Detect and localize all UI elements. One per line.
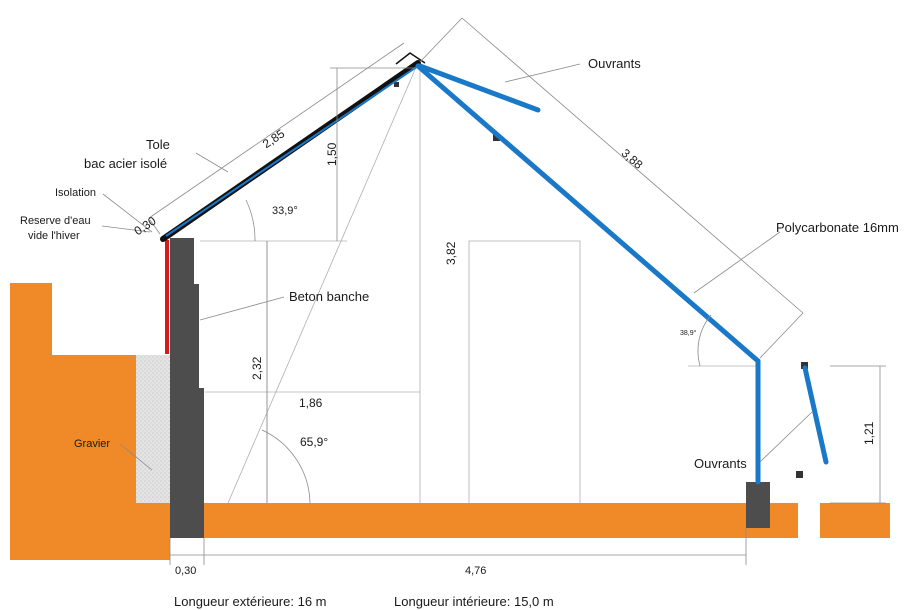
earth-block-left: [10, 355, 136, 505]
earth-block-top: [10, 283, 52, 358]
leader-ouvrants-top: [504, 63, 581, 83]
label-ouvrants-bottom: Ouvrants: [694, 456, 747, 471]
angle-left-roof: 33,9°: [272, 205, 298, 217]
floor-slab: [203, 503, 798, 538]
dim-tick-c: [759, 312, 804, 359]
ground: [10, 283, 890, 560]
label-ouvrants-top: Ouvrants: [588, 56, 641, 71]
concrete-post-right: [746, 482, 770, 528]
leader-ouvrants-bottom: [759, 411, 813, 463]
dim-tick-a: [149, 219, 161, 235]
polycarbonate-frame: [415, 63, 829, 485]
small-block-1: [493, 134, 500, 141]
small-block-3: [796, 471, 803, 478]
interior-outlines: [200, 64, 757, 504]
label-gravier: Gravier: [74, 438, 110, 450]
floor-slab-right: [820, 503, 890, 538]
footer-interior-length: Longueur intérieure: 15,0 m: [394, 594, 554, 609]
label-tole: Tole: [146, 137, 170, 152]
concrete-wall: [170, 82, 808, 538]
roof-blue-left: [165, 65, 419, 237]
dim-interior-span: 4,76: [465, 565, 486, 577]
insulation-strip: [165, 240, 169, 354]
angle-arc-diagonal: [261, 429, 311, 504]
dim-roof-right: 3,88: [619, 146, 646, 172]
label-isolation: Isolation: [55, 187, 96, 199]
label-reserve-eau: Reserve d'eau: [20, 215, 91, 227]
concrete-wall-lower: [170, 388, 204, 538]
leader-lines: [101, 63, 813, 471]
ridge-cap: [395, 52, 426, 65]
earth-base-left: [10, 503, 170, 560]
dim-total-height: 3,82: [444, 241, 458, 265]
label-bac-acier: bac acier isolé: [84, 156, 167, 171]
dim-tick-b: [419, 17, 463, 63]
diagonal-line: [227, 64, 418, 504]
footer-exterior-length: Longueur extérieure: 16 m: [174, 594, 326, 609]
label-vide-hiver: vide l'hiver: [28, 230, 80, 242]
leader-gravier: [119, 443, 153, 471]
annotations: Tole bac acier isolé Isolation Reserve d…: [20, 56, 899, 609]
label-polycarbonate: Polycarbonate 16mm: [776, 220, 899, 235]
angle-right-roof: 38,9°: [680, 329, 697, 337]
leader-polycarbonate: [693, 231, 781, 294]
concrete-wall-upper: [170, 238, 194, 286]
vent-side-opening: [802, 365, 829, 465]
dim-wall-base: 0,30: [175, 565, 196, 577]
gravel-fill: [136, 355, 170, 503]
concrete-wall-middle: [170, 284, 199, 390]
dim-insulation: 0,30: [131, 213, 158, 238]
small-block-2: [801, 362, 808, 369]
label-beton-banche: Beton banche: [289, 289, 369, 304]
dim-left-wall: 2,32: [250, 356, 264, 380]
leader-isolation: [102, 193, 153, 233]
leader-tole: [195, 152, 229, 173]
dim-ridge-rise: 1,50: [325, 142, 339, 166]
dim-roof-left: 2,85: [260, 126, 287, 151]
leader-reserve: [101, 225, 151, 233]
leader-beton: [199, 296, 285, 321]
small-block-ridge: [394, 82, 399, 87]
angle-arc-right: [697, 314, 712, 367]
roof-polycarbonate-right: [415, 63, 761, 364]
vent-top-opening: [417, 63, 541, 113]
dimension-lines: [148, 17, 886, 565]
dim-line-roof-right: [461, 17, 804, 314]
angle-arc-left: [245, 199, 256, 242]
door-outline: [468, 240, 581, 503]
angle-diagonal: 65,9°: [300, 435, 328, 449]
dim-line-roof-left: [148, 42, 405, 219]
dim-half-span: 1,86: [299, 396, 323, 410]
dim-right-wall: 1,21: [862, 421, 876, 445]
